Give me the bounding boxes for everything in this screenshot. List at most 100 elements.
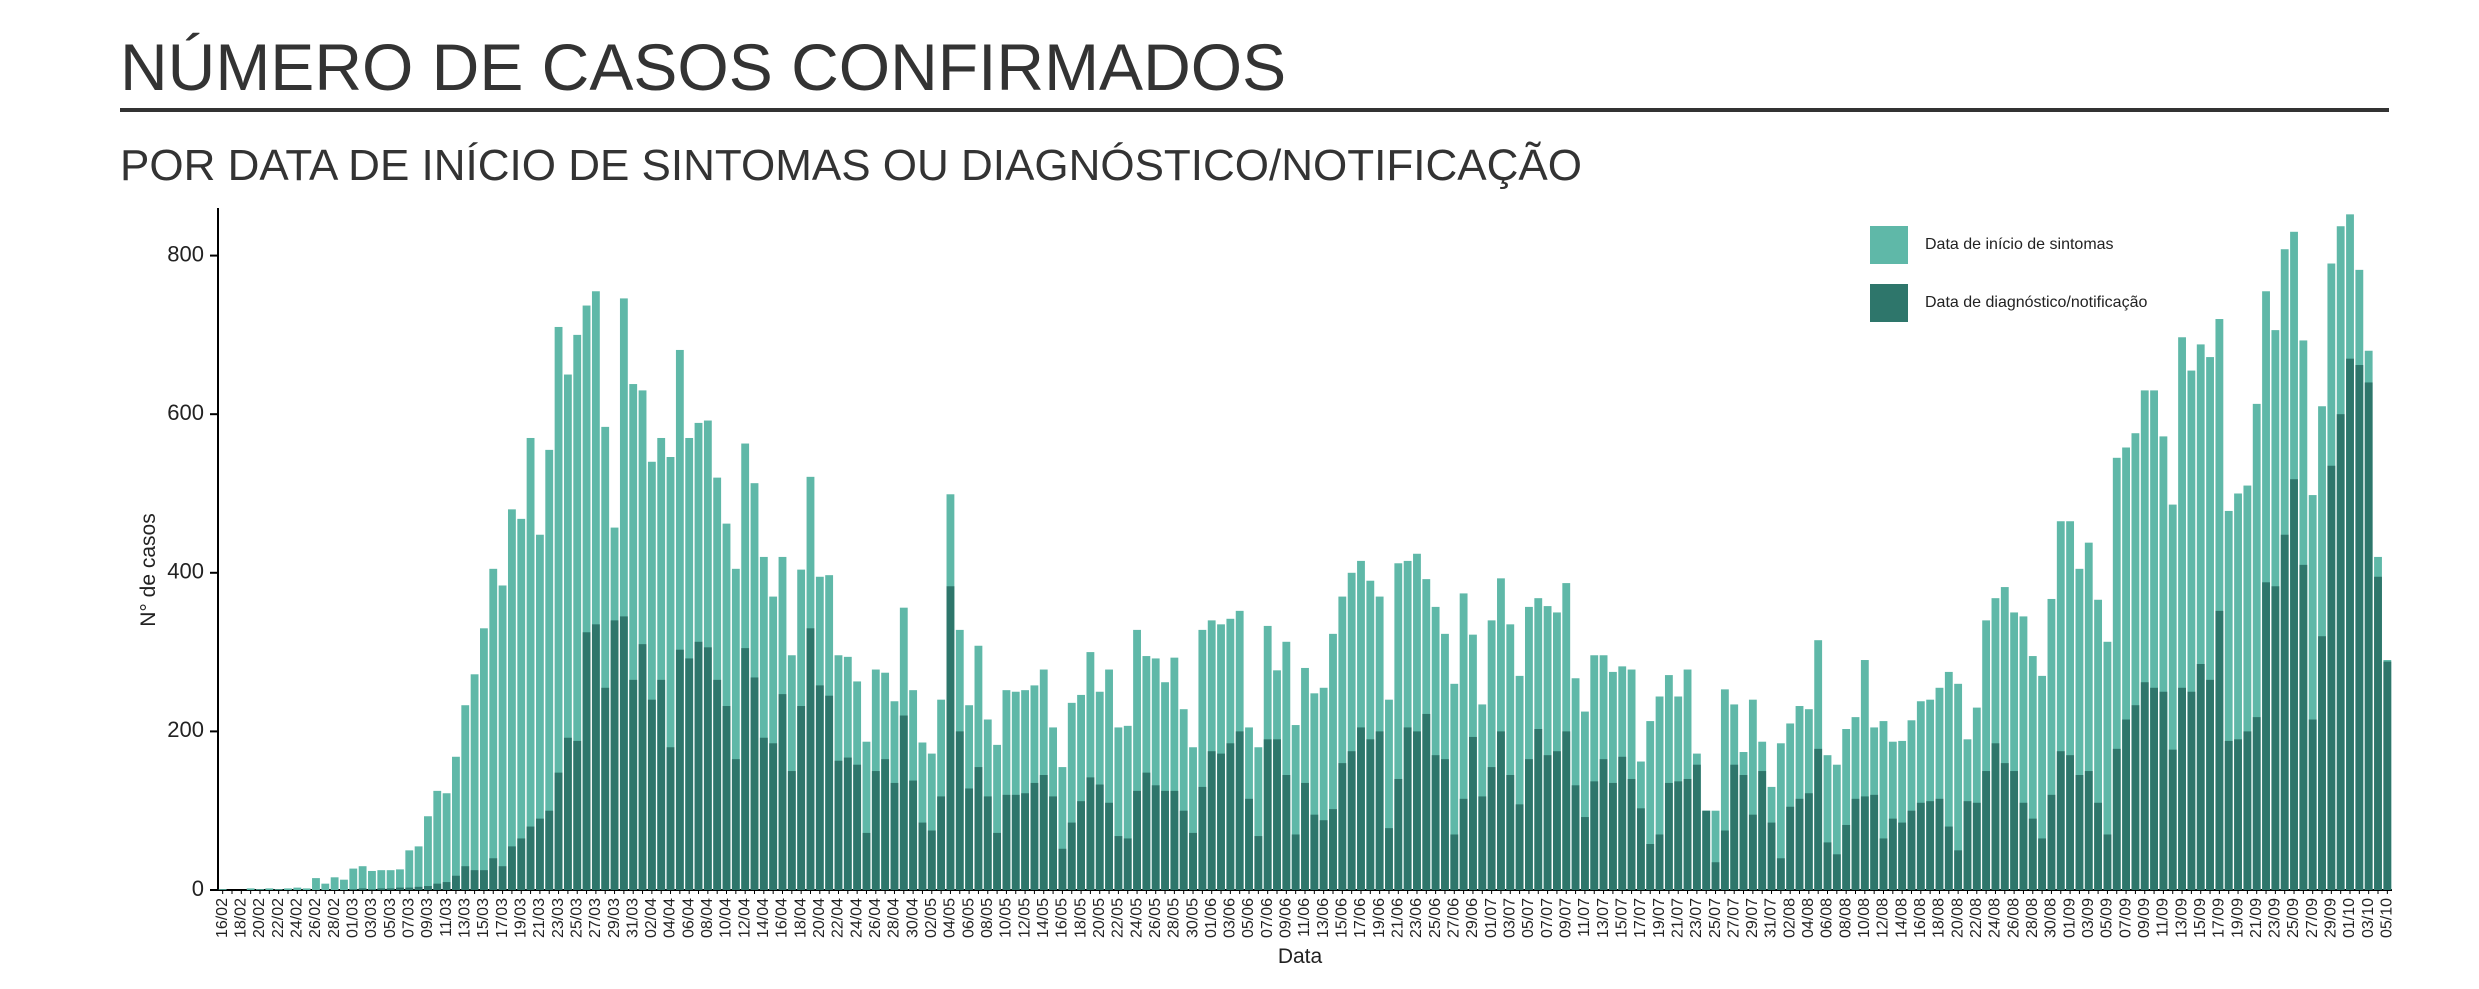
bar (2131, 705, 2140, 890)
bar (862, 741, 871, 890)
bar (722, 706, 731, 890)
bar (358, 866, 367, 890)
bar (2243, 731, 2252, 890)
bar (545, 449, 554, 890)
bar (909, 780, 918, 890)
bar (1580, 711, 1589, 890)
bar (591, 291, 600, 890)
bar (1133, 629, 1141, 890)
x-tick-label: 27/09 (2304, 898, 2321, 938)
bar (2112, 748, 2121, 890)
bar (573, 740, 582, 890)
bar (2327, 465, 2336, 890)
bar (638, 644, 647, 890)
bar (946, 586, 955, 890)
bar (629, 384, 638, 890)
bar (1907, 720, 1916, 890)
bar (2038, 838, 2047, 890)
x-tick-label: 26/04 (867, 898, 884, 938)
bar (2019, 616, 2028, 890)
bar (1944, 826, 1953, 890)
bar (1338, 763, 1347, 890)
bar (2066, 755, 2075, 890)
bar (498, 866, 507, 890)
x-tick-label: 14/05 (1035, 898, 1052, 938)
bar (1664, 675, 1673, 890)
bar (1608, 671, 1617, 890)
bar (2112, 457, 2121, 890)
bar (1413, 553, 1421, 890)
x-tick-label: 17/06 (1352, 898, 1369, 938)
bar (1683, 778, 1692, 890)
bar (1814, 748, 1823, 890)
bar (1478, 796, 1487, 890)
bar (1832, 764, 1841, 890)
bar (2159, 436, 2168, 890)
x-tick-label: 29/06 (1464, 898, 1481, 938)
bar (1301, 782, 1309, 890)
bar (368, 870, 376, 890)
bar (657, 679, 666, 890)
bar (1245, 798, 1253, 890)
bar (2168, 749, 2177, 890)
bar (1329, 633, 1337, 890)
bar (741, 648, 750, 890)
bar (1002, 690, 1011, 890)
bar (2252, 403, 2261, 890)
x-tick-label: 03/10 (2360, 898, 2377, 938)
bar (1664, 782, 1673, 890)
bar (1161, 682, 1169, 890)
bar (1179, 810, 1188, 890)
bar (470, 870, 479, 890)
bar (2271, 586, 2280, 890)
x-tick-label: 09/06 (1278, 898, 1295, 938)
bar (1170, 657, 1179, 890)
bar (1590, 655, 1599, 890)
x-tick-label: 21/06 (1390, 898, 1407, 938)
bar (1916, 802, 1925, 890)
bar (1608, 782, 1617, 890)
bar (284, 888, 292, 890)
bar (1142, 772, 1151, 890)
bar (601, 426, 610, 890)
x-tick-label: 22/04 (830, 898, 847, 938)
bar (386, 888, 395, 890)
bar (535, 818, 544, 890)
bar (1347, 572, 1356, 890)
x-tick-label: 08/05 (979, 898, 996, 938)
x-tick-label: 26/05 (1147, 898, 1164, 938)
x-tick-label: 19/09 (2229, 898, 2246, 938)
x-tick-label: 28/04 (886, 898, 903, 938)
bar (1095, 784, 1104, 890)
bar (1860, 796, 1869, 890)
bar (2028, 656, 2037, 890)
bar (2084, 771, 2093, 890)
bar (2178, 687, 2186, 890)
bar (433, 883, 442, 890)
bar (1497, 731, 1505, 890)
x-tick-label: 09/03 (419, 898, 436, 938)
bar (2047, 794, 2056, 890)
x-tick-label: 18/02 (233, 898, 250, 938)
y-axis-label: N° de casos (137, 513, 160, 626)
bar (1235, 731, 1244, 890)
x-tick-label: 05/09 (2099, 898, 2116, 938)
bar (1702, 810, 1711, 890)
bar (452, 875, 460, 890)
bar (2364, 382, 2373, 890)
x-tick-label: 27/03 (587, 898, 604, 938)
bar (1366, 580, 1375, 890)
bar (2010, 612, 2019, 890)
bar (1879, 721, 1888, 890)
bar (2262, 582, 2270, 890)
bar (1646, 721, 1655, 890)
bar (1385, 828, 1393, 890)
x-tick-label: 21/09 (2248, 898, 2265, 938)
x-tick-label: 24/08 (1987, 898, 2004, 938)
x-tick-label: 05/10 (2379, 898, 2396, 938)
x-tick-label: 12/08 (1875, 898, 1892, 938)
bar (535, 534, 544, 890)
bar (1002, 794, 1011, 890)
bar (1842, 824, 1851, 890)
bar (526, 826, 535, 890)
